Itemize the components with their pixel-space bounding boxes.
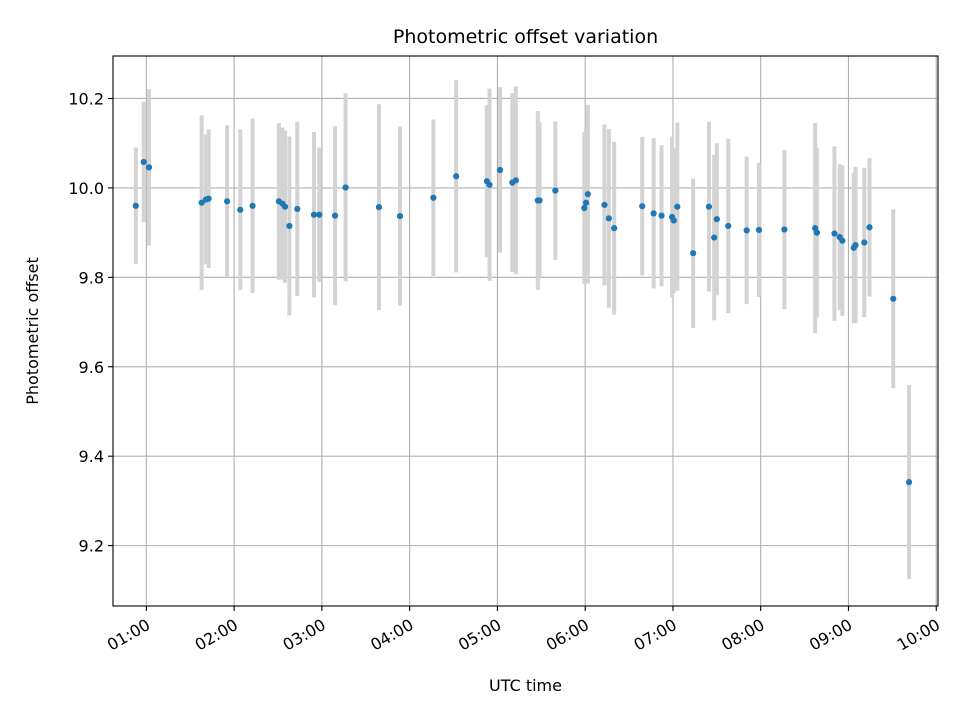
data-point [852,242,859,249]
data-point [584,191,591,198]
data-point [145,164,153,171]
data-point [639,203,646,210]
y-tick-label: 10.2 [68,89,104,108]
data-point [839,237,846,244]
data-point [866,224,873,231]
chart-title: Photometric offset variation [393,26,658,48]
data-point [905,479,913,486]
data-point [582,199,590,206]
data-point [861,239,868,246]
data-point [755,226,763,234]
data-point [205,195,212,202]
data-point [743,227,750,234]
data-point [705,203,713,210]
data-point [581,204,588,212]
y-tick-label: 9.2 [79,537,104,556]
x-axis-label: UTC time [489,676,562,695]
data-point [552,187,559,194]
data-point [316,211,323,218]
data-point [890,295,897,302]
data-point [674,203,681,210]
data-point [281,203,289,210]
data-points [132,158,913,486]
data-point [781,226,788,233]
data-point [294,205,301,213]
y-tick-label: 10.0 [68,179,104,198]
data-point [670,217,677,224]
data-point [396,212,404,220]
y-axis-label: Photometric offset [23,257,42,405]
data-point [223,198,231,205]
y-tick-label: 9.6 [79,358,104,377]
data-point [536,197,543,204]
data-point [658,212,665,219]
y-axis-ticks: 9.2 9.4 9.6 9.8 10.0 10.2 [68,89,113,556]
grid [113,56,938,606]
data-point [453,173,460,180]
data-point [650,210,657,217]
data-point [605,215,612,222]
data-point [611,225,618,232]
data-point [713,216,720,223]
data-point [249,202,256,209]
data-point [140,158,147,166]
y-tick-label: 9.8 [79,268,104,287]
data-point [486,181,493,188]
data-point [132,202,139,209]
data-point [601,201,608,209]
data-point [711,234,718,241]
data-point [512,177,519,184]
data-point [342,184,349,191]
data-point [813,229,820,236]
data-point [430,194,437,201]
data-point [237,206,244,213]
data-point [375,204,383,211]
data-point [831,230,838,237]
data-point [310,211,318,218]
data-point [690,250,697,257]
plot-frame [112,55,939,607]
data-point [725,222,732,230]
y-tick-label: 9.4 [79,447,104,466]
data-point [198,199,205,206]
data-point [496,166,504,174]
data-point [331,212,339,219]
data-point [286,222,293,230]
